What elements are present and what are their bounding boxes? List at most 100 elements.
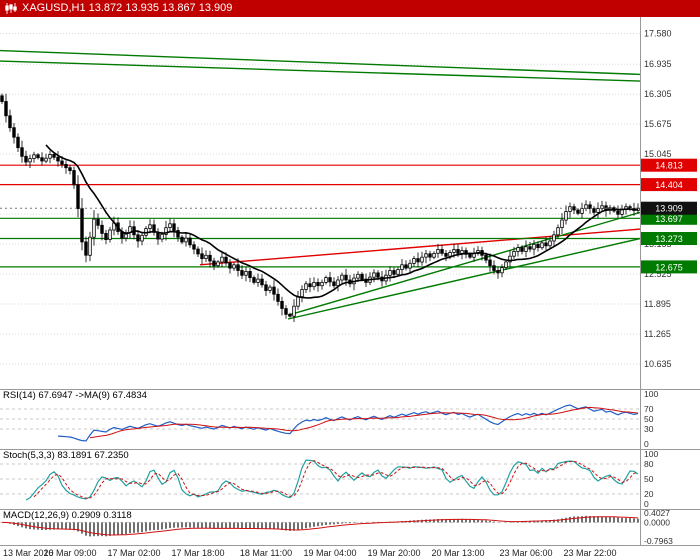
candle-body — [592, 208, 596, 213]
macd-panel: MACD(12,26,9) 0.2909 0.3118 0.4027 0.0000… — [0, 509, 700, 545]
candle-body — [548, 240, 552, 247]
candle-body — [372, 272, 376, 278]
ma-line[interactable] — [45, 144, 638, 299]
candle-body — [240, 270, 244, 276]
stochastic-k-line — [25, 459, 639, 501]
candle-body — [208, 254, 212, 262]
price-badge: 14.404 — [641, 178, 697, 192]
candle-body — [464, 250, 468, 255]
time-axis-label: 17 Mar 02:00 — [107, 548, 161, 558]
candle-body — [296, 296, 300, 307]
price-badge: 13.273 — [641, 232, 697, 245]
candle-body — [568, 206, 572, 212]
candle-body — [164, 227, 168, 235]
candle-body — [256, 278, 260, 283]
green-trendline[interactable] — [287, 237, 641, 320]
candle-body — [484, 254, 488, 261]
candle-body — [192, 244, 196, 250]
candlestick-chart-icon — [5, 3, 17, 14]
green-trendline[interactable] — [0, 49, 641, 76]
price-axis-label: 11.895 — [644, 299, 671, 309]
candle-body — [488, 259, 492, 267]
candle-body — [544, 242, 548, 247]
candle-body — [228, 262, 232, 269]
price-axis-label: 15.675 — [644, 119, 672, 129]
candle-body — [284, 308, 288, 315]
candle-body — [360, 273, 364, 280]
candle-body — [8, 115, 12, 129]
candle-body — [536, 243, 540, 249]
svg-text:13.697: 13.697 — [655, 214, 683, 224]
indicator-axis-label: 30 — [644, 424, 654, 434]
candle-body — [556, 227, 560, 236]
time-axis-label: 16 Mar 09:00 — [43, 548, 97, 558]
candle-body — [28, 158, 32, 163]
rsi-panel: RSI(14) 67.6947 ->MA(9) 67.4834 100 70 50 3… — [0, 389, 700, 449]
candle-body — [160, 233, 164, 240]
indicator-axis-label: -0.7963 — [644, 536, 673, 545]
candle-body — [12, 127, 16, 138]
candle-body — [88, 236, 92, 256]
svg-text:14.813: 14.813 — [655, 161, 683, 171]
indicator-axis-label: 80 — [644, 459, 654, 469]
candle-body — [336, 279, 340, 287]
candle-body — [80, 208, 84, 243]
candle-body — [268, 286, 272, 291]
candle-body — [320, 281, 324, 287]
price-axis[interactable]: 17.58016.93516.30515.67515.04513.15512.5… — [640, 17, 698, 389]
red-trendline[interactable] — [199, 228, 641, 266]
candle-body — [300, 289, 304, 297]
candle-body — [596, 208, 600, 213]
candle-body — [528, 246, 532, 250]
time-axis-label: 20 Mar 13:00 — [431, 548, 485, 558]
time-axis-label: 19 Mar 04:00 — [303, 548, 357, 558]
candle-body — [280, 300, 284, 309]
time-axis-label: 23 Mar 06:00 — [499, 548, 553, 558]
candle-body — [244, 270, 248, 276]
candle-body — [124, 231, 128, 239]
candle-body — [580, 208, 584, 214]
candle-body — [532, 243, 536, 250]
candle-body — [500, 267, 504, 274]
candle-body — [404, 264, 408, 269]
candle-body — [312, 281, 316, 288]
candle-body — [188, 237, 192, 246]
candle-body — [616, 210, 620, 215]
candle-body — [48, 153, 52, 159]
candle-body — [492, 265, 496, 271]
candle-body — [196, 248, 200, 255]
green-trendline[interactable] — [0, 60, 641, 82]
stochastic-d-line — [33, 460, 639, 499]
price-badge: 13.909 — [641, 201, 697, 215]
price-axis-label: 15.045 — [644, 149, 672, 159]
candle-body — [572, 206, 576, 211]
main-chart-panel: 17.58016.93516.30515.67515.04513.15512.5… — [0, 17, 700, 389]
candle-body — [72, 170, 76, 186]
candle-body — [432, 252, 436, 258]
price-badge: 13.697 — [641, 211, 697, 225]
indicator-axis-label: 0 — [644, 499, 649, 509]
time-axis-label: 18 Mar 11:00 — [239, 548, 293, 558]
candle-body — [504, 261, 508, 268]
candle-body — [292, 305, 296, 317]
candle-body — [408, 262, 412, 269]
time-axis[interactable]: 13 Mar 2020 16 Mar 09:00 17 Mar 02:00 17 Ma… — [0, 545, 700, 560]
candle-body — [392, 270, 396, 275]
candle-body — [176, 230, 180, 238]
candle-body — [152, 224, 156, 233]
candle-body — [468, 253, 472, 258]
chart-title: XAGUSD,H1 13.872 13.935 13.867 13.909 — [22, 2, 233, 14]
candle-body — [576, 209, 580, 214]
time-axis-label: 17 Mar 18:00 — [171, 548, 225, 558]
candle-body — [324, 277, 328, 283]
candle-body — [136, 234, 140, 242]
green-trendline[interactable] — [287, 211, 641, 316]
indicator-axis-label: 100 — [644, 449, 658, 459]
main-chart-canvas[interactable]: 17.58016.93516.30515.67515.04513.15512.5… — [0, 17, 700, 389]
candle-body — [512, 250, 516, 257]
candle-body — [344, 274, 348, 281]
candle-body — [416, 258, 420, 263]
